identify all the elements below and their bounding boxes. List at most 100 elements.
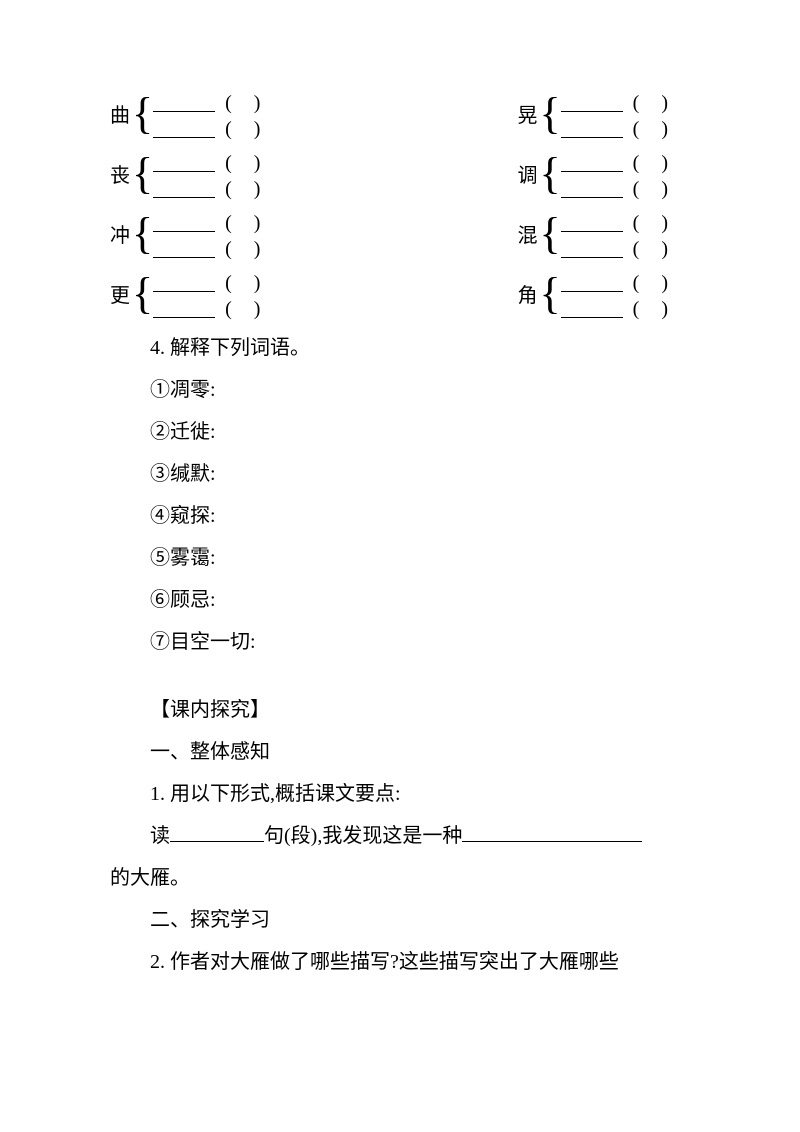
blank-line: () bbox=[153, 176, 282, 202]
blank-underline[interactable] bbox=[561, 214, 623, 232]
blank-line: () bbox=[561, 176, 690, 202]
q4-heading: 4. 解释下列词语。 bbox=[110, 330, 690, 366]
paren-blank: () bbox=[633, 90, 690, 116]
bracket-row-3: 冲 { () () 混 { () () bbox=[110, 210, 690, 262]
lines-pair: () () bbox=[153, 210, 282, 262]
lines-pair: () () bbox=[561, 150, 690, 202]
q1-mid: 句(段),我发现这是一种 bbox=[264, 825, 462, 847]
lines-pair: () () bbox=[153, 270, 282, 322]
blank-line: () bbox=[153, 210, 282, 236]
char-label: 更 bbox=[110, 278, 130, 314]
blank-line: () bbox=[561, 210, 690, 236]
blank-underline[interactable] bbox=[153, 94, 215, 112]
blank-underline[interactable] bbox=[153, 120, 215, 138]
char-label: 冲 bbox=[110, 218, 130, 254]
paren-blank: () bbox=[633, 176, 690, 202]
q1-prefix: 读 bbox=[150, 825, 170, 847]
blank-underline[interactable] bbox=[561, 180, 623, 198]
bracket-group-chong: 冲 { () () bbox=[110, 210, 282, 262]
char-label: 丧 bbox=[110, 158, 130, 194]
section-title: 【课内探究】 bbox=[110, 692, 690, 728]
bracket-row-1: 曲 { () () 晃 { () () bbox=[110, 90, 690, 142]
blank-line: () bbox=[561, 270, 690, 296]
char-label: 曲 bbox=[110, 98, 130, 134]
left-brace: { bbox=[540, 272, 561, 316]
blank-line: () bbox=[561, 150, 690, 176]
q4-item-6: ⑥顾忌: bbox=[110, 582, 690, 618]
blank-line: () bbox=[153, 296, 282, 322]
blank-underline[interactable] bbox=[561, 300, 623, 318]
blank-line: () bbox=[153, 150, 282, 176]
paren-blank: () bbox=[225, 176, 282, 202]
left-brace: { bbox=[540, 92, 561, 136]
blank-line: () bbox=[153, 116, 282, 142]
paren-blank: () bbox=[633, 116, 690, 142]
paren-blank: () bbox=[225, 236, 282, 262]
paren-blank: () bbox=[633, 210, 690, 236]
blank-line: () bbox=[153, 90, 282, 116]
paren-blank: () bbox=[225, 270, 282, 296]
section-sub2: 二、探究学习 bbox=[110, 902, 690, 938]
paren-blank: () bbox=[633, 270, 690, 296]
bracket-group-jiao: 角 { () () bbox=[518, 270, 690, 322]
paren-blank: () bbox=[225, 150, 282, 176]
q1-fill-line: 读 句(段),我发现这是一种 bbox=[110, 818, 690, 854]
lines-pair: () () bbox=[561, 270, 690, 322]
blank-underline[interactable] bbox=[561, 94, 623, 112]
bracket-group-diao: 调 { () () bbox=[518, 150, 690, 202]
char-label: 角 bbox=[518, 278, 538, 314]
left-brace: { bbox=[132, 212, 153, 256]
q1-heading: 1. 用以下形式,概括课文要点: bbox=[110, 776, 690, 812]
bracket-row-4: 更 { () () 角 { () () bbox=[110, 270, 690, 322]
spacer bbox=[110, 666, 690, 686]
lines-pair: () () bbox=[561, 210, 690, 262]
blank-underline[interactable] bbox=[561, 240, 623, 258]
blank-underline[interactable] bbox=[561, 274, 623, 292]
bracket-group-sang: 丧 { () () bbox=[110, 150, 282, 202]
q1-blank-1[interactable] bbox=[170, 824, 264, 842]
paren-blank: () bbox=[225, 90, 282, 116]
q4-item-4: ④窥探: bbox=[110, 498, 690, 534]
bracket-group-huang: 晃 { () () bbox=[518, 90, 690, 142]
bracket-group-qu: 曲 { () () bbox=[110, 90, 282, 142]
left-brace: { bbox=[132, 272, 153, 316]
blank-underline[interactable] bbox=[153, 274, 215, 292]
blank-line: () bbox=[153, 236, 282, 262]
blank-line: () bbox=[561, 116, 690, 142]
left-brace: { bbox=[540, 152, 561, 196]
blank-underline[interactable] bbox=[153, 214, 215, 232]
paren-blank: () bbox=[633, 236, 690, 262]
paren-blank: () bbox=[633, 150, 690, 176]
blank-underline[interactable] bbox=[153, 154, 215, 172]
section-sub1: 一、整体感知 bbox=[110, 734, 690, 770]
blank-line: () bbox=[561, 90, 690, 116]
blank-line: () bbox=[153, 270, 282, 296]
blank-underline[interactable] bbox=[561, 120, 623, 138]
q1-blank-2[interactable] bbox=[462, 824, 642, 842]
lines-pair: () () bbox=[153, 90, 282, 142]
blank-underline[interactable] bbox=[153, 300, 215, 318]
q4-item-5: ⑤雾霭: bbox=[110, 540, 690, 576]
blank-line: () bbox=[561, 296, 690, 322]
q4-item-3: ③缄默: bbox=[110, 456, 690, 492]
char-label: 晃 bbox=[518, 98, 538, 134]
blank-underline[interactable] bbox=[561, 154, 623, 172]
left-brace: { bbox=[132, 92, 153, 136]
bracket-group-hun: 混 { () () bbox=[518, 210, 690, 262]
paren-blank: () bbox=[225, 116, 282, 142]
bracket-row-2: 丧 { () () 调 { () () bbox=[110, 150, 690, 202]
bracket-group-geng: 更 { () () bbox=[110, 270, 282, 322]
paren-blank: () bbox=[225, 210, 282, 236]
q4-item-2: ②迁徙: bbox=[110, 414, 690, 450]
blank-underline[interactable] bbox=[153, 240, 215, 258]
blank-underline[interactable] bbox=[153, 180, 215, 198]
lines-pair: () () bbox=[153, 150, 282, 202]
paren-blank: () bbox=[633, 296, 690, 322]
q4-item-1: ①凋零: bbox=[110, 372, 690, 408]
blank-line: () bbox=[561, 236, 690, 262]
lines-pair: () () bbox=[561, 90, 690, 142]
left-brace: { bbox=[132, 152, 153, 196]
paren-blank: () bbox=[225, 296, 282, 322]
q4-item-7: ⑦目空一切: bbox=[110, 624, 690, 660]
char-label: 调 bbox=[518, 158, 538, 194]
